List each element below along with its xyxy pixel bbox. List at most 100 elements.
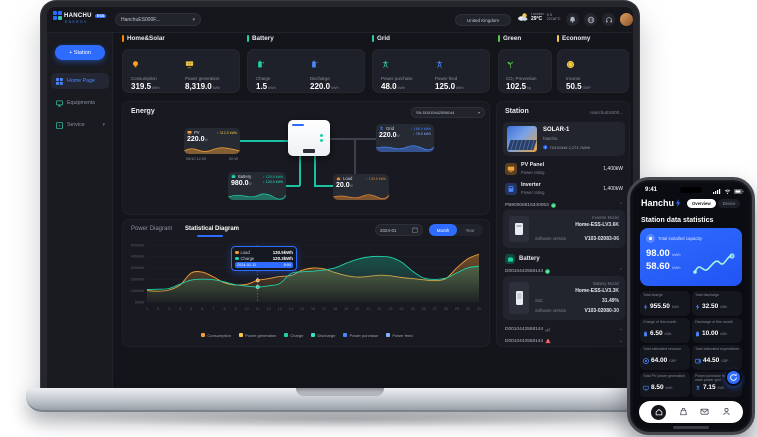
node-stat: ↑ 312.0 kWh [217, 131, 237, 135]
battery-sn-row-offline[interactable]: D0010442558144 ⌄ [505, 326, 623, 332]
energy-node-load[interactable]: Load ↑ 130.5 kWh 20.0W [333, 174, 389, 200]
nav-store-button[interactable] [679, 403, 688, 421]
support-button[interactable] [602, 13, 615, 26]
pv-tooltip-power: 20 W [229, 157, 238, 161]
legend-item[interactable]: Discharge [311, 333, 335, 338]
chevron-down-icon[interactable]: ⌄ [618, 326, 623, 332]
svg-text:23: 23 [388, 307, 392, 311]
legend-item[interactable]: Power purchase [343, 333, 378, 338]
energy-sn-dropdown[interactable]: SN D0010442558144 ▾ [411, 107, 485, 118]
tab-overview[interactable]: Overview [687, 199, 716, 208]
node-stat: ↑ 130.5 kWh [366, 177, 386, 181]
svg-text:2: 2 [157, 307, 159, 311]
kpi-card-green: CO₂ Prevention 102.5kg [498, 49, 552, 93]
country-selector[interactable]: United Kingdom [455, 14, 511, 26]
stat-cell-expenditure[interactable]: Total estimated expenditure 44.50 GBP [692, 345, 742, 370]
battery-thumbnail [509, 282, 529, 314]
inverter-device[interactable] [288, 120, 330, 156]
chevron-up-icon[interactable]: ⌃ [618, 268, 623, 274]
svg-text:18: 18 [333, 307, 337, 311]
refresh-fab[interactable] [725, 369, 742, 386]
chevron-down-icon: ▾ [477, 110, 480, 115]
svg-text:11: 11 [256, 307, 260, 311]
tab-statistical-diagram[interactable]: Statistical Diagram [185, 226, 240, 232]
nav-profile-button[interactable] [722, 403, 731, 421]
nav-home-button[interactable] [651, 404, 667, 420]
energy-node-pv[interactable]: PV ↑ 312.0 kWh 220.0W [184, 128, 240, 154]
kpi-card-home-solar: Consumption 319.5kWh Power generation 8,… [122, 49, 240, 93]
battery-sn-row-alarm[interactable]: D0010442558144 ⌄ [505, 338, 623, 344]
legend-item[interactable]: Charge [284, 333, 303, 338]
station-photo-panels [507, 140, 537, 150]
device-name: PV Panel [521, 162, 545, 168]
kpi-section-title-home-solar: Home&Solar [122, 35, 165, 42]
kpi-card-grid: Power purchase 48.0kWh Power feed 125.0k… [372, 49, 490, 93]
metric-unit: kWh [331, 86, 339, 90]
user-avatar[interactable] [620, 13, 633, 26]
toggle-year[interactable]: Year [465, 227, 475, 233]
stat-unit: GBP [669, 358, 677, 363]
battery-soc-label: SoC [535, 298, 544, 303]
sidebar: + Station Home Page Equipments Service ▾ [47, 33, 113, 391]
device-sub: Power rating [521, 190, 545, 195]
station-panel-selector[interactable]: HanchuES000... [590, 110, 623, 115]
energy-sn-value: SN D0010442558144 [416, 110, 455, 115]
metric-value: 125.0 [435, 82, 456, 91]
phone-screen: 9:41 Hanchu Overview Device Station data… [633, 183, 749, 429]
svg-text:3: 3 [168, 307, 170, 311]
home-indicator[interactable] [673, 426, 709, 429]
node-stat: ↓ 120.0 kWh [263, 180, 283, 185]
notifications-button[interactable] [566, 13, 579, 26]
legend-item[interactable]: Power generation [238, 333, 276, 338]
kpi-title-text: Economy [562, 35, 591, 42]
weather-city: London [531, 12, 544, 16]
stat-cell-total-discharge[interactable]: Total discharge 32.50 kWh [692, 291, 742, 316]
sidebar-item-home-page[interactable]: Home Page [51, 73, 109, 89]
battery-sn-row[interactable]: D0010442558144 ⌃ [505, 268, 623, 274]
battery-discharge-icon [312, 60, 318, 68]
stat-unit: GBP [721, 358, 729, 363]
date-picker[interactable]: 2024-01 [375, 224, 423, 236]
stat-cell-pv-generation[interactable]: Total PV power generation 8.50 kWh [640, 372, 690, 397]
pv-sparkline [184, 147, 240, 154]
sidebar-item-service[interactable]: Service ▾ [51, 117, 109, 133]
stat-cell-total-charge[interactable]: Total charge 955.50 kWh [640, 291, 690, 316]
inverter-sn-row[interactable]: PB80006815340063 ⌃ [505, 202, 623, 208]
legend-item[interactable]: Power feed [386, 332, 413, 338]
installed-capacity-card[interactable]: Total installed capacity 98.00 kWh 58.60… [640, 228, 742, 286]
energy-node-grid[interactable]: Grid ↑ 188.0 kWh ↓ 78.5 kWh 220.0W [376, 124, 434, 152]
chevron-up-icon[interactable]: ⌃ [618, 202, 623, 208]
legend-item[interactable]: Consumption [201, 333, 231, 338]
node-unit: W [204, 138, 208, 142]
language-button[interactable] [584, 13, 597, 26]
battery-sn: D0010442558144 [505, 338, 544, 344]
chevron-down-icon[interactable]: ⌄ [618, 338, 623, 344]
toggle-month[interactable]: Month [429, 224, 457, 236]
tooltip-footer: 2024-01-11 8:00 [235, 262, 293, 268]
station-summary-card[interactable]: SOLAR-1 hanchu 703.52kW 2,274.7kWh [503, 122, 625, 156]
tab-power-diagram[interactable]: Power Diagram [131, 226, 173, 232]
stat-cell-revenue[interactable]: Total estimated revenue 64.00 GBP [640, 345, 690, 370]
nav-messages-button[interactable] [700, 403, 709, 421]
node-unit: W [349, 184, 353, 188]
solar-panel-icon [643, 385, 649, 390]
tab-device[interactable]: Device [717, 199, 741, 208]
pv-icon [187, 131, 192, 135]
legend-label: Power feed [392, 332, 413, 338]
logo-badge: ESS [95, 13, 106, 18]
capacity-unit-2: kWh [672, 265, 681, 270]
svg-text:8: 8 [223, 307, 225, 311]
kpi-section-title-grid: Grid [372, 35, 390, 42]
device-row-inverter[interactable]: Inverter Power rating 1,400kW [505, 182, 623, 198]
sidebar-item-equipments[interactable]: Equipments [51, 95, 109, 111]
stat-cell-month-discharge[interactable]: Discharge of this month 10.00 kWh [692, 318, 742, 343]
svg-text:16: 16 [311, 307, 315, 311]
add-station-button[interactable]: + Station [55, 45, 105, 60]
stat-cell-month-charge[interactable]: Charge of this month 6.50 kWh [640, 318, 690, 343]
device-row-pv-panel[interactable]: PV Panel Power rating 1,400kW [505, 162, 623, 178]
station-selector-dropdown[interactable]: HanchuES000F... ▾ [115, 13, 201, 26]
energy-node-battery[interactable]: Battery ↑ 120.0 kWh ↓ 120.0 kWh 980.0W [228, 172, 286, 200]
svg-text:25: 25 [411, 307, 415, 311]
